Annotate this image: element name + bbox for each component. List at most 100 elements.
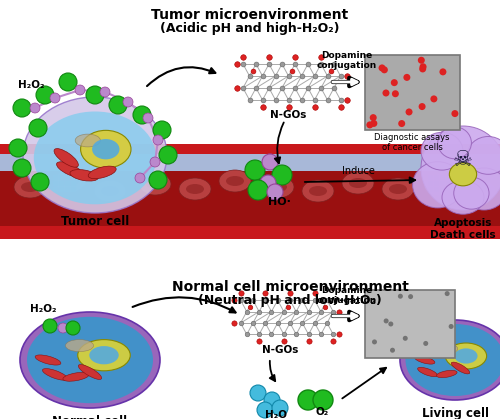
Ellipse shape <box>75 134 100 147</box>
Ellipse shape <box>186 184 204 194</box>
Ellipse shape <box>454 177 489 209</box>
Ellipse shape <box>146 179 164 189</box>
Ellipse shape <box>406 324 500 396</box>
Circle shape <box>381 66 388 73</box>
Circle shape <box>150 157 160 167</box>
Circle shape <box>298 390 318 410</box>
Ellipse shape <box>94 180 126 202</box>
Ellipse shape <box>431 180 449 190</box>
Ellipse shape <box>342 172 374 194</box>
Circle shape <box>109 96 127 114</box>
Text: Normal cell: Normal cell <box>52 415 128 419</box>
Ellipse shape <box>88 166 116 178</box>
Ellipse shape <box>382 178 414 200</box>
Circle shape <box>423 341 428 346</box>
Ellipse shape <box>269 182 287 192</box>
Ellipse shape <box>400 320 500 400</box>
Ellipse shape <box>452 362 469 374</box>
Circle shape <box>372 339 377 344</box>
Ellipse shape <box>20 312 160 408</box>
Text: Tumor microenvironment: Tumor microenvironment <box>152 8 348 22</box>
Ellipse shape <box>14 176 46 198</box>
FancyBboxPatch shape <box>0 171 500 226</box>
Ellipse shape <box>78 340 130 371</box>
Circle shape <box>448 324 454 329</box>
Circle shape <box>257 402 273 418</box>
Circle shape <box>31 173 49 191</box>
Circle shape <box>153 121 171 139</box>
Ellipse shape <box>92 139 120 159</box>
Ellipse shape <box>424 174 456 196</box>
Ellipse shape <box>63 372 89 381</box>
Circle shape <box>149 171 167 189</box>
Circle shape <box>250 385 266 401</box>
Ellipse shape <box>461 168 500 210</box>
Ellipse shape <box>349 178 367 188</box>
Ellipse shape <box>61 176 79 186</box>
Text: H₂O: H₂O <box>265 410 287 419</box>
Circle shape <box>66 321 80 335</box>
Text: Normal cell microenvironment: Normal cell microenvironment <box>172 280 408 294</box>
Text: N-GOs: N-GOs <box>262 345 298 355</box>
Ellipse shape <box>34 111 156 204</box>
Ellipse shape <box>42 369 68 380</box>
Circle shape <box>388 321 394 326</box>
Circle shape <box>398 294 403 299</box>
Ellipse shape <box>414 356 435 364</box>
FancyBboxPatch shape <box>365 290 455 358</box>
Text: Apoptosis
Death cells: Apoptosis Death cells <box>430 218 496 240</box>
Circle shape <box>392 90 399 97</box>
Ellipse shape <box>389 184 407 194</box>
Circle shape <box>36 86 54 104</box>
Ellipse shape <box>54 149 78 167</box>
Ellipse shape <box>421 126 500 210</box>
Ellipse shape <box>90 346 118 364</box>
Ellipse shape <box>78 365 102 380</box>
Ellipse shape <box>436 370 457 378</box>
Ellipse shape <box>101 186 119 196</box>
Ellipse shape <box>438 127 472 159</box>
Circle shape <box>403 336 408 341</box>
Ellipse shape <box>139 173 171 195</box>
FancyBboxPatch shape <box>0 154 500 171</box>
Circle shape <box>272 165 292 185</box>
Text: Dopamine
conjugation: Dopamine conjugation <box>317 286 377 305</box>
Circle shape <box>13 159 31 177</box>
Text: H₂O₂: H₂O₂ <box>18 80 44 90</box>
Circle shape <box>86 86 104 104</box>
Circle shape <box>366 122 374 128</box>
Text: (Neutral pH and low-H₂O₂): (Neutral pH and low-H₂O₂) <box>198 294 382 307</box>
Ellipse shape <box>436 344 458 354</box>
Circle shape <box>313 390 333 410</box>
Circle shape <box>272 400 288 416</box>
Circle shape <box>135 173 145 183</box>
Circle shape <box>159 146 177 164</box>
Ellipse shape <box>21 182 39 192</box>
Circle shape <box>452 110 458 117</box>
Ellipse shape <box>70 170 98 181</box>
Circle shape <box>100 87 110 97</box>
Circle shape <box>430 96 438 102</box>
Circle shape <box>382 90 390 96</box>
Circle shape <box>420 63 426 70</box>
Circle shape <box>440 68 446 75</box>
Circle shape <box>406 109 412 116</box>
Circle shape <box>267 184 283 200</box>
Circle shape <box>444 291 450 296</box>
Ellipse shape <box>464 180 496 202</box>
FancyBboxPatch shape <box>0 224 500 239</box>
Ellipse shape <box>262 176 294 198</box>
Ellipse shape <box>80 130 131 168</box>
Text: Living cell: Living cell <box>422 407 488 419</box>
Circle shape <box>75 85 85 95</box>
Ellipse shape <box>421 132 463 170</box>
Circle shape <box>30 103 40 113</box>
Circle shape <box>245 160 265 180</box>
Ellipse shape <box>56 162 83 177</box>
Circle shape <box>418 57 425 64</box>
Circle shape <box>43 319 57 333</box>
Circle shape <box>153 135 163 145</box>
FancyBboxPatch shape <box>0 144 500 159</box>
Circle shape <box>418 103 426 110</box>
Ellipse shape <box>309 186 327 196</box>
